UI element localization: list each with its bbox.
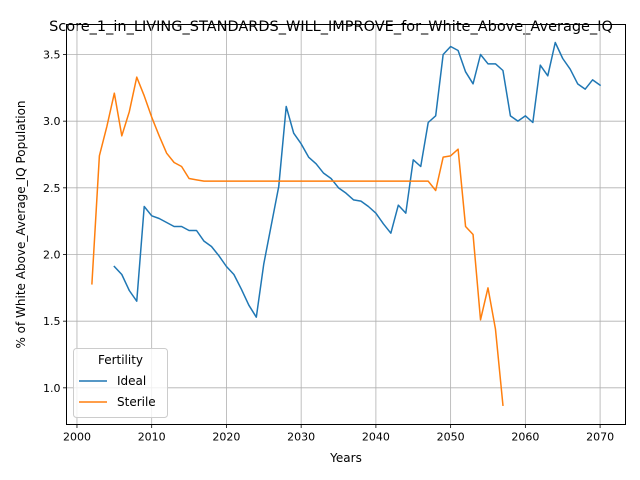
chart-title: Score_1_in_LIVING_STANDARDS_WILL_IMPROVE… [49,19,613,35]
y-tick-label: 1.0 [43,382,61,395]
legend-box [73,348,168,418]
x-tick-label: 2050 [437,431,465,444]
x-tick-label: 2060 [511,431,539,444]
x-tick-label: 2030 [287,431,315,444]
x-tick-label: 2010 [138,431,166,444]
x-tick-label: 2020 [212,431,240,444]
series-lines [91,41,602,406]
legend-label-sterile: Sterile [117,395,156,409]
legend: Fertility Ideal Sterile [73,348,168,418]
y-axis: 1.0 1.5 2.0 2.5 3.0 3.5 [43,49,67,395]
y-tick-label: 3.5 [43,49,61,62]
series-line-sterile [91,76,504,406]
y-tick-label: 2.0 [43,249,61,262]
legend-title: Fertility [98,353,143,367]
y-tick-label: 1.5 [43,315,61,328]
y-axis-label: % of White Above_Average_IQ Population [14,100,28,348]
y-tick-label: 2.5 [43,182,61,195]
series-line-ideal [113,41,602,318]
x-tick-label: 2070 [586,431,614,444]
x-tick-label: 2040 [362,431,390,444]
x-axis-label: Years [329,451,362,465]
x-axis: 2000 2010 2020 2030 2040 2050 2060 2070 [63,424,614,444]
x-tick-label: 2000 [63,431,91,444]
plot-frame [66,24,626,425]
legend-label-ideal: Ideal [117,374,146,388]
y-tick-label: 3.0 [43,115,61,128]
